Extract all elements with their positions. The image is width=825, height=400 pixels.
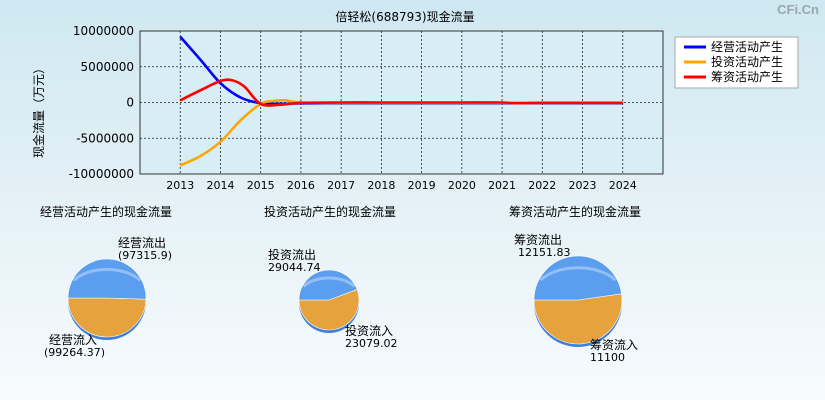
chart-title: 倍轻松(688793)现金流量 xyxy=(335,9,474,24)
series-lines xyxy=(179,35,623,167)
x-tick-label: 2024 xyxy=(609,179,637,192)
pie-title: 筹资活动产生的现金流量 xyxy=(509,204,641,219)
pie-slice-value: 23079.02 xyxy=(345,337,398,350)
y-axis-label: 现金流量（万元） xyxy=(31,62,46,158)
x-tick-label: 2018 xyxy=(367,179,395,192)
x-tick-label: 2016 xyxy=(287,179,315,192)
series-line xyxy=(179,78,623,107)
pie-highlight xyxy=(72,267,142,282)
y-tick-label: 5000000 xyxy=(81,60,134,74)
pie-slice-label: 经营流出 xyxy=(118,236,166,250)
x-tick-label: 2019 xyxy=(408,179,436,192)
y-tick-labels: 10000000 5000000 0 -5000000 -10000000 xyxy=(69,24,134,181)
pie-slice-value: 11100 xyxy=(590,351,625,364)
pie-slice xyxy=(533,293,623,345)
pie-slice-value: 12151.83 xyxy=(518,246,571,259)
pie-slice-value: 29044.74 xyxy=(268,261,321,274)
y-tick-label: -10000000 xyxy=(69,167,134,181)
y-tick-label: 0 xyxy=(126,96,134,110)
y-tick-label: 10000000 xyxy=(73,24,134,38)
pie-highlight xyxy=(302,276,356,288)
pie-slice xyxy=(67,258,147,300)
watermark: CFi.Cn xyxy=(777,2,819,17)
y-tick-label: -5000000 xyxy=(76,131,134,145)
pie-title: 经营活动产生的现金流量 xyxy=(40,204,172,219)
pie-slice-label: 筹资流入 xyxy=(590,338,638,352)
x-tick-label: 2022 xyxy=(528,179,556,192)
pie-slice xyxy=(298,269,358,301)
pie-slice-label: 投资流出 xyxy=(268,247,316,262)
x-tick-label: 2015 xyxy=(247,179,275,192)
legend-label: 经营活动产生 xyxy=(711,40,783,54)
x-tick-label: 2021 xyxy=(488,179,516,192)
legend-label: 筹资活动产生 xyxy=(711,70,783,84)
x-tick-label: 2017 xyxy=(327,179,355,192)
x-tick-label: 2023 xyxy=(569,179,597,192)
pie-slice xyxy=(533,255,622,301)
pie-slice-label: 投资流入 xyxy=(345,323,393,338)
pie-slice-label: 经营流入 xyxy=(49,333,97,347)
x-tick-labels: 2013 2014 2015 2016 2017 2018 2019 2020 2021 2022… xyxy=(166,179,637,192)
x-tick-label: 2013 xyxy=(166,179,194,192)
pie-slice-value: (97315.9) xyxy=(118,249,172,262)
x-tick-label: 2014 xyxy=(206,179,234,192)
pie-highlight xyxy=(539,266,617,282)
x-tick-label: 2020 xyxy=(448,179,476,192)
pie-slice-value: (99264.37) xyxy=(44,346,105,359)
pie-slice xyxy=(67,297,147,338)
pie-slice-label: 筹资流出 xyxy=(514,233,562,247)
pie-slice xyxy=(298,289,360,331)
legend-label: 投资活动产生 xyxy=(711,54,783,69)
pie-title: 投资活动产生的现金流量 xyxy=(264,204,396,219)
